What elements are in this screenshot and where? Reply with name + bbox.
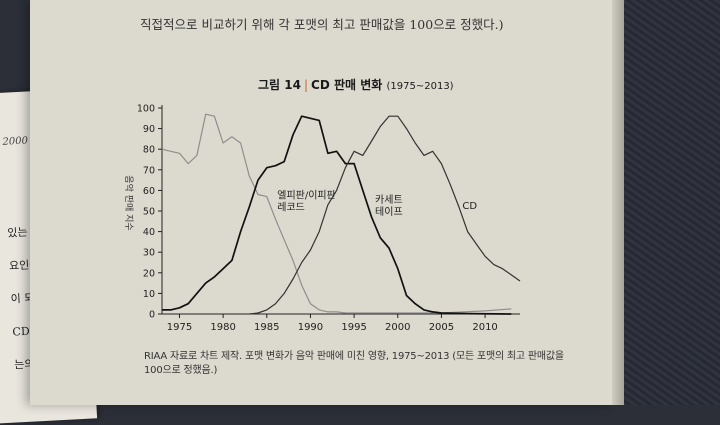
y-tick-label: 50 [143,207,155,218]
y-tick-label: 70 [143,165,155,176]
figure-caption: RIAA 자료로 차트 제작. 포맷 변화가 음악 판매에 미친 영향, 197… [144,351,564,376]
x-tick-label: 1975 [167,322,192,333]
figure-title: 그림 14 | CD 판매 변화 (1975~2013) [258,76,454,93]
series-label-lp: 레코드 [277,202,305,214]
main-book-page: 직접적으로 비교하기 위해 각 포맷의 최고 판매값을 100으로 정했다.) … [30,0,615,405]
y-tick-label: 60 [143,186,155,197]
y-tick-label: 0 [149,310,155,321]
series-line-cd [249,115,521,315]
y-tick-label: 100 [137,104,155,115]
series-line-cassette [162,115,512,315]
series-label-cassette: 카세트 [375,194,403,206]
series-line-lp [161,113,512,314]
series-label-cassette: 테이프 [375,206,403,218]
y-tick-label: 40 [143,227,155,238]
y-tick-label: 10 [143,289,155,300]
series-label-cd: CD [462,201,477,212]
x-tick-label: 1990 [298,322,323,333]
x-tick-label: 1995 [341,322,366,333]
figure-label: 그림 14 [258,78,301,92]
y-tick-label: 20 [143,268,155,279]
figure-range: (1975~2013) [386,81,454,92]
x-tick-label: 1980 [210,322,235,333]
book-spine [612,0,624,405]
figure-title-text: CD 판매 변화 [311,78,383,92]
sales-chart: 0 10 20 30 40 50 60 70 80 90 100 1975 1980 1985 1990 19… [123,104,521,333]
series-label-lp: 엘피판/이피판 [277,189,336,202]
y-tick-label: 30 [143,248,155,259]
figure-separator: | [303,78,309,92]
body-text-line: 직접적으로 비교하기 위해 각 포맷의 최고 판매값을 100으로 정했다.) [140,17,504,32]
y-tick-label: 80 [143,145,155,156]
x-tick-label: 2005 [429,322,454,333]
x-tick-label: 1985 [254,322,279,333]
x-tick-label: 2010 [472,322,497,333]
y-tick-label: 90 [143,124,155,135]
x-tick-label: 2000 [385,322,410,333]
y-axis-label: 음악 판매 지수 [123,175,135,230]
